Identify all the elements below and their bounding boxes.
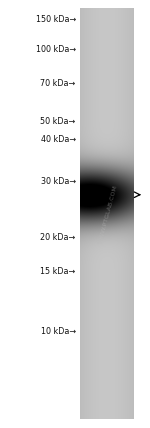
Text: 70 kDa→: 70 kDa→: [40, 79, 76, 88]
Text: 50 kDa→: 50 kDa→: [40, 117, 76, 127]
Text: 40 kDa→: 40 kDa→: [41, 134, 76, 144]
Text: 20 kDa→: 20 kDa→: [40, 233, 76, 242]
Text: WWW.PTGLAB.COM: WWW.PTGLAB.COM: [98, 184, 118, 244]
Text: 15 kDa→: 15 kDa→: [40, 267, 76, 276]
Text: 30 kDa→: 30 kDa→: [41, 177, 76, 187]
Text: 150 kDa→: 150 kDa→: [36, 15, 76, 24]
Text: 10 kDa→: 10 kDa→: [41, 327, 76, 336]
Text: 100 kDa→: 100 kDa→: [36, 45, 76, 54]
